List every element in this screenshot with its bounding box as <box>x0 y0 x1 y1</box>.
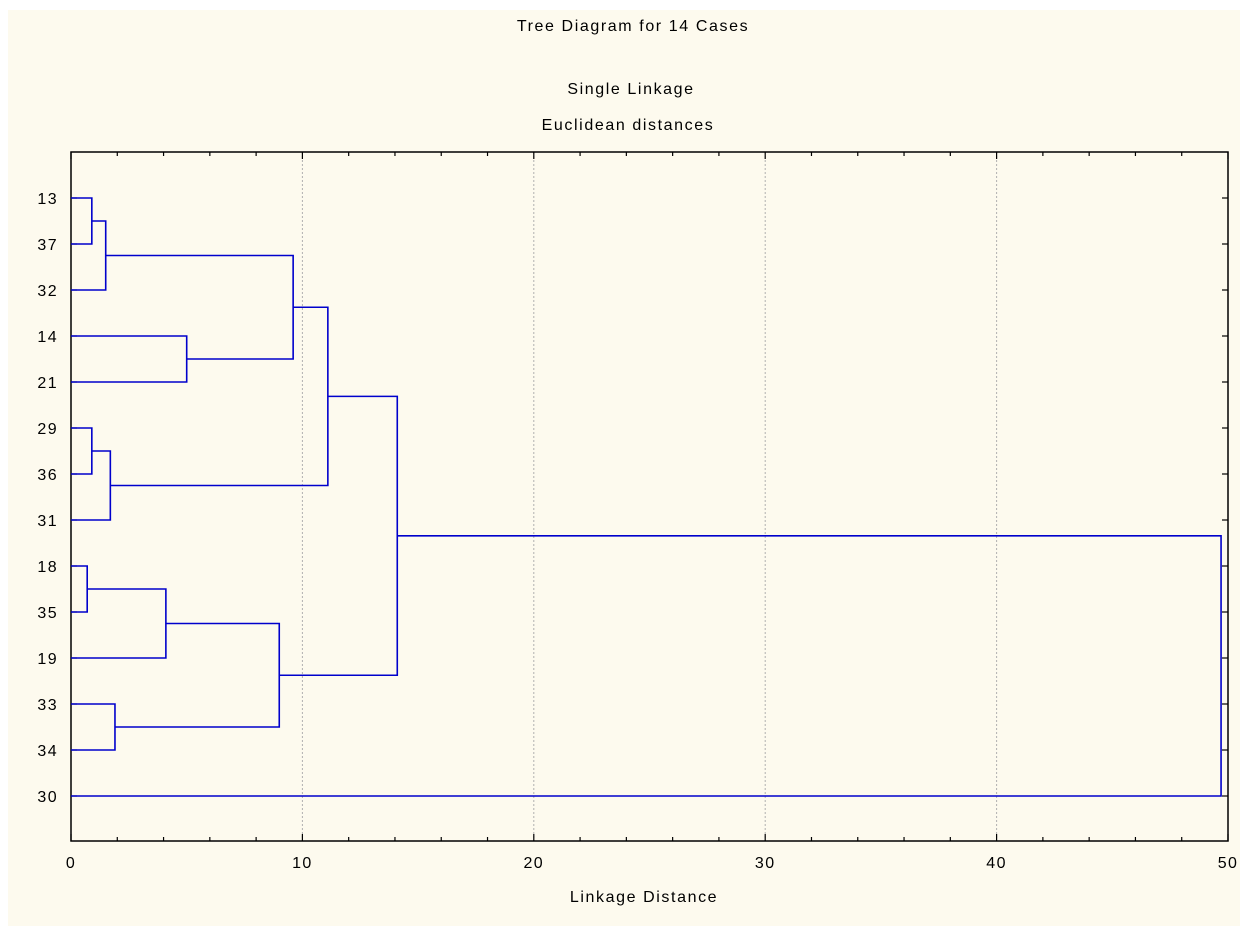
case-label-36: 36 <box>37 467 58 484</box>
x-axis-label: Linkage Distance <box>570 889 718 906</box>
x-tick-label-0: 0 <box>66 855 76 872</box>
case-label-29: 29 <box>37 421 58 438</box>
link-f <box>71 450 112 521</box>
case-labels: 13 37 32 14 21 29 36 31 18 35 19 33 34 30 <box>37 191 58 806</box>
case-label-31: 31 <box>37 513 58 530</box>
x-tick-label-50: 50 <box>1218 855 1239 872</box>
link-j <box>71 703 116 751</box>
x-tick-label-40: 40 <box>986 855 1007 872</box>
x-tick-label-10: 10 <box>292 855 313 872</box>
case-label-13: 13 <box>37 191 58 208</box>
chart-title: Tree Diagram for 14 Cases <box>517 18 749 35</box>
link-d <box>105 254 294 360</box>
link-m <box>71 535 1222 797</box>
case-label-18: 18 <box>37 559 58 576</box>
case-label-19: 19 <box>37 651 58 668</box>
link-b <box>71 220 107 291</box>
case-label-30: 30 <box>37 789 58 806</box>
grid-lines <box>301 152 998 841</box>
case-label-35: 35 <box>37 605 58 622</box>
link-i <box>71 588 167 659</box>
plot-area-border <box>70 151 1229 842</box>
link-l <box>279 395 399 677</box>
link-c <box>71 335 188 383</box>
case-label-32: 32 <box>37 283 58 300</box>
chart-subtitle: Single Linkage <box>567 81 694 98</box>
x-tick-label-30: 30 <box>755 855 776 872</box>
x-tick-label-20: 20 <box>523 855 544 872</box>
case-label-37: 37 <box>37 237 58 254</box>
case-label-33: 33 <box>37 697 58 714</box>
link-h <box>71 565 88 613</box>
case-label-34: 34 <box>37 743 58 760</box>
dendrogram-links <box>71 197 1222 797</box>
link-g <box>110 306 329 487</box>
x-tick-labels: 0 10 20 30 40 50 <box>66 855 1239 872</box>
link-e <box>71 427 93 475</box>
case-label-14: 14 <box>37 329 58 346</box>
chart-subtitle-2: Euclidean distances <box>542 117 715 134</box>
link-a <box>71 197 93 245</box>
link-k <box>114 622 281 728</box>
chart-frame <box>8 10 1240 926</box>
case-label-21: 21 <box>37 375 58 392</box>
